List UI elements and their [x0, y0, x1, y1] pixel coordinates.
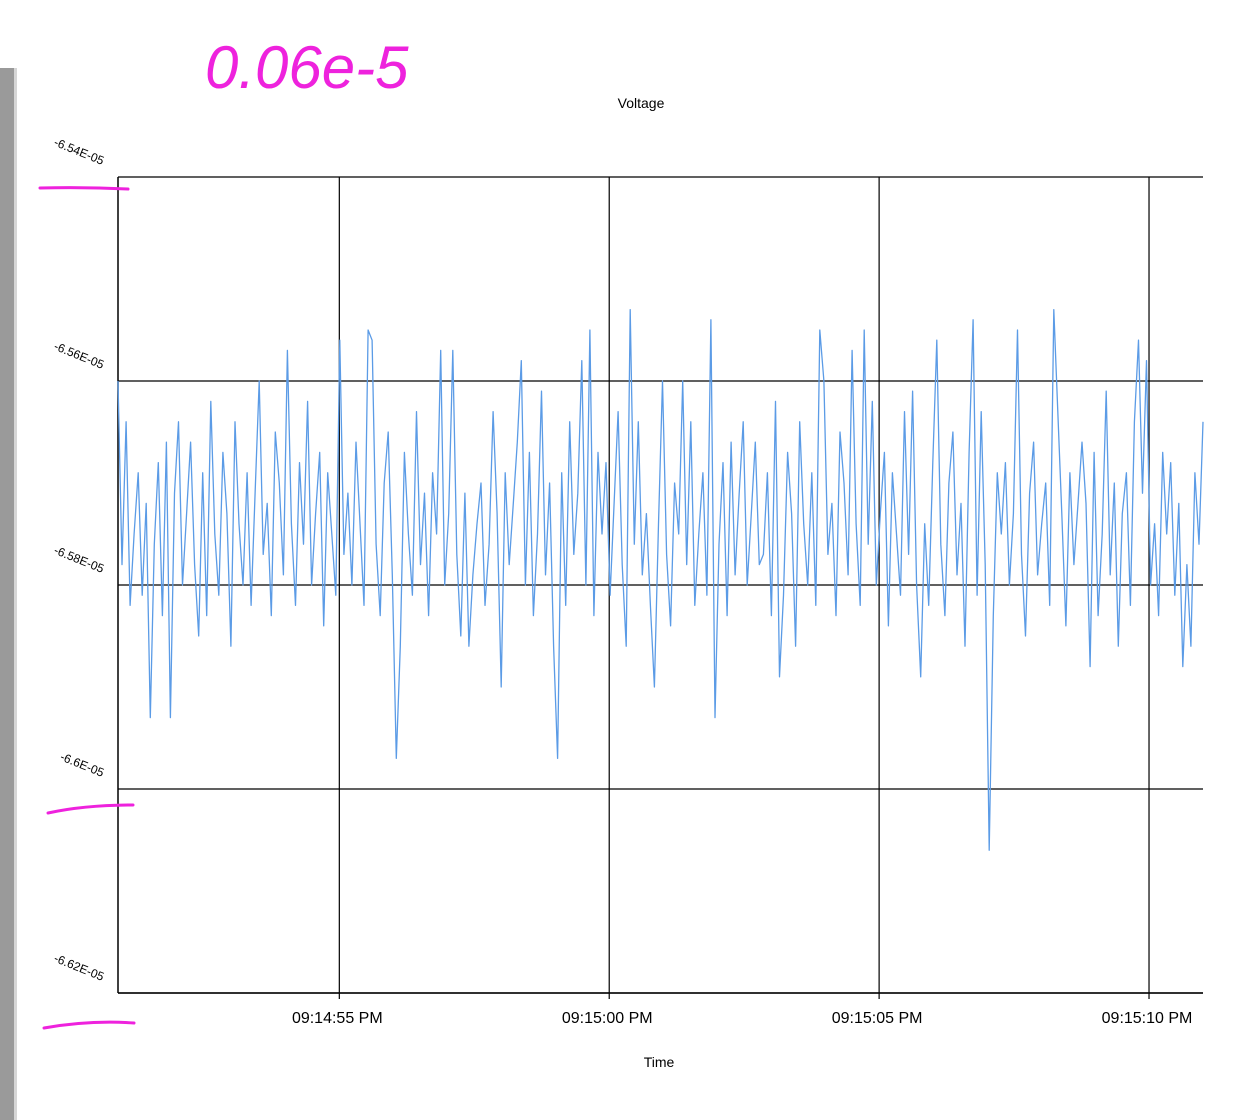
chart-title: Voltage — [618, 95, 665, 111]
y-tick-labels: -6.54E-05 -6.56E-05 -6.58E-05 -6.6E-05 -6.62… — [52, 135, 106, 984]
highlight-mark-bottom — [42, 1020, 136, 1030]
highlight-mark-top — [38, 186, 130, 191]
highlight-mark-middle — [46, 803, 135, 815]
y-tick-label: -6.6E-05 — [58, 750, 106, 780]
voltage-series-line — [117, 308, 1204, 851]
x-tick-label: 09:15:05 PM — [832, 1010, 923, 1027]
x-tick-label: 09:15:10 PM — [1102, 1010, 1193, 1027]
x-tick-label: 09:14:55 PM — [292, 1010, 383, 1027]
y-tick-label: -6.62E-05 — [52, 951, 106, 984]
handwritten-annotation: 0.06e-5 — [38, 34, 409, 1030]
horizontal-gridlines — [118, 176, 1203, 994]
handwritten-note: 0.06e-5 — [205, 34, 409, 101]
vertical-gridlines — [338, 177, 1150, 999]
x-axis-label: Time — [644, 1054, 675, 1070]
y-tick-label: -6.54E-05 — [52, 135, 106, 168]
window-edge — [0, 68, 17, 1120]
y-tick-label: -6.56E-05 — [52, 339, 106, 372]
x-tick-labels: 09:14:55 PM 09:15:00 PM 09:15:05 PM 09:15:1… — [292, 1010, 1192, 1027]
y-tick-label: -6.58E-05 — [52, 543, 106, 576]
x-tick-label: 09:15:00 PM — [562, 1010, 653, 1027]
